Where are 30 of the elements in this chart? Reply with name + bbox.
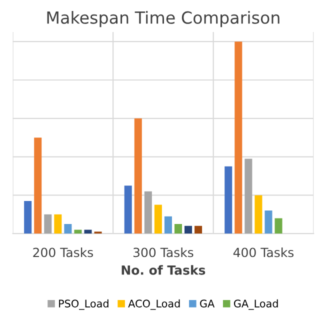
- bar: [44, 214, 52, 234]
- legend-label: GA: [200, 300, 215, 308]
- bar: [234, 42, 242, 234]
- bar: [194, 226, 202, 234]
- bar: [84, 230, 92, 234]
- bar: [174, 224, 182, 234]
- bar: [54, 214, 62, 234]
- bar: [34, 138, 42, 234]
- x-tick-label: 200 Tasks: [33, 247, 93, 258]
- bar: [24, 200, 32, 234]
- bar: [144, 191, 152, 234]
- x-axis-title: No. of Tasks: [122, 265, 206, 275]
- bar: [184, 226, 192, 234]
- bar: [164, 216, 172, 234]
- bar: [264, 210, 272, 234]
- bar: [154, 204, 162, 234]
- legend-label: ACO_Load: [128, 299, 180, 310]
- x-tick-label: 400 Tasks: [233, 247, 294, 258]
- bar: [224, 166, 232, 234]
- bar: [134, 118, 142, 234]
- bar: [74, 230, 82, 234]
- bar: [254, 195, 262, 234]
- x-tick-label: 300 Tasks: [133, 247, 194, 258]
- chart-title: Makespan Time Comparison: [47, 11, 280, 28]
- bar: [244, 158, 252, 234]
- legend-label: GA_Load: [234, 299, 278, 310]
- bar: [64, 224, 72, 234]
- bar: [274, 218, 282, 234]
- bar: [124, 186, 132, 234]
- legend-label: PSO_Load: [59, 299, 108, 310]
